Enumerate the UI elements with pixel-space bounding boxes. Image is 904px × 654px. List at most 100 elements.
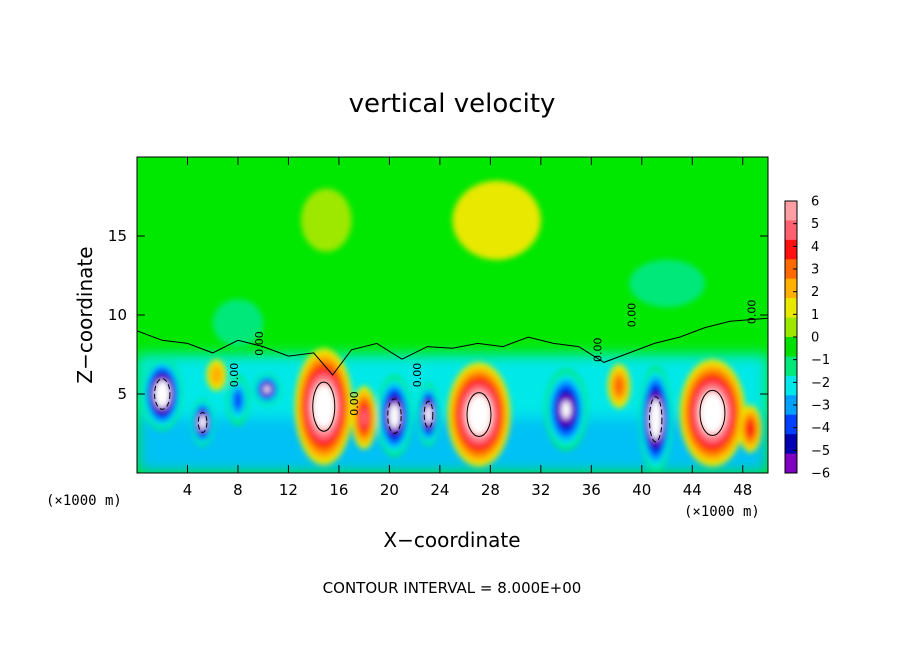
y-tick-label-5: 5 — [117, 385, 127, 403]
x-tick-label-12: 12 — [279, 481, 298, 499]
colorbar-tick-label-8: −2 — [811, 376, 830, 391]
colorbar-swatch-10 — [785, 395, 797, 416]
contour-core-5 — [466, 392, 492, 437]
velocity-cell-level — [318, 396, 329, 417]
y-axis-label: Z−coordinate — [73, 246, 97, 383]
velocity-cell-level — [391, 408, 398, 424]
x-tick-label-44: 44 — [683, 481, 702, 499]
velocity-cell-level — [629, 259, 705, 308]
colorbar-tick-label-11: −5 — [811, 444, 830, 459]
colorbar-swatch-13 — [785, 453, 797, 474]
colorbar-swatch-9 — [785, 375, 797, 396]
velocity-cell-level — [360, 408, 368, 427]
colorbar-swatch-7 — [785, 337, 797, 357]
velocity-cell-1 — [191, 398, 214, 447]
colorbar-tick-label-7: −1 — [811, 353, 830, 368]
x-tick-label-40: 40 — [632, 481, 651, 499]
velocity-cell-level — [210, 365, 223, 385]
x-tick-label-8: 8 — [233, 481, 243, 499]
x-axis-label: X−coordinate — [383, 528, 520, 552]
colorbar-tick-label-5: 1 — [811, 308, 819, 323]
x-tick-label-36: 36 — [582, 481, 601, 499]
velocity-cell-level — [200, 418, 205, 427]
contour-core-2 — [312, 381, 336, 432]
velocity-cell-level — [212, 299, 264, 347]
velocity-cell-level — [158, 387, 166, 401]
x-tick-label-24: 24 — [430, 481, 449, 499]
velocity-cell-18 — [629, 259, 705, 308]
colorbar-swatch-2 — [785, 239, 797, 260]
velocity-cell-level — [614, 376, 625, 396]
velocity-cell-12 — [639, 365, 673, 473]
contour-core-0 — [154, 378, 171, 410]
velocity-cell-17 — [301, 188, 352, 252]
velocity-cell-5 — [294, 348, 353, 466]
colorbar-tick-label-9: −3 — [811, 399, 830, 414]
x-tick-label-28: 28 — [481, 481, 500, 499]
contour-label-5: 0.00 — [625, 303, 638, 328]
velocity-cell-6 — [351, 386, 377, 450]
velocity-cell-16 — [452, 180, 541, 260]
velocity-cell-10 — [544, 368, 588, 451]
colorbar-tick-label-6: 0 — [811, 331, 819, 346]
velocity-cell-level — [652, 410, 659, 429]
colorbar-tick-label-0: 6 — [811, 195, 819, 210]
colorbar-tick-label-3: 3 — [811, 263, 819, 278]
x-ticks: 4 8 12 16 20 24 28 32 36 40 44 48 — [183, 157, 752, 499]
velocity-cell-level — [561, 401, 571, 419]
velocity-cell-level — [301, 188, 352, 252]
velocity-cell-level — [452, 180, 541, 260]
colorbar-swatch-11 — [785, 414, 797, 435]
velocity-cell-11 — [607, 363, 631, 409]
colorbar: 6 5 4 3 2 1 0 −1 −2 −3 −4 −5 −6 — [784, 195, 830, 482]
colorbar-swatch-0 — [785, 201, 797, 221]
velocity-cell-8 — [417, 382, 440, 447]
colorbar-tick-label-12: −6 — [811, 467, 830, 482]
colorbar-swatch-5 — [785, 298, 797, 319]
contour-core-1 — [197, 411, 208, 433]
chart-title: vertical velocity — [349, 89, 556, 119]
colorbar-tick-label-1: 5 — [811, 217, 819, 232]
velocity-cell-level — [473, 405, 485, 424]
contour-label-3: 0.00 — [411, 363, 424, 388]
velocity-cell-level — [746, 420, 755, 438]
contour-core-6 — [648, 396, 663, 443]
velocity-cell-3 — [226, 375, 250, 426]
velocity-cell-7 — [376, 375, 413, 458]
colorbar-swatch-8 — [785, 356, 797, 377]
velocity-cell-0 — [142, 357, 183, 431]
x-unit-left: (×1000 m) — [46, 493, 122, 509]
velocity-cell-9 — [447, 362, 511, 467]
velocity-cell-level — [264, 385, 270, 393]
colorbar-tick-label-4: 2 — [811, 285, 819, 300]
colorbar-tick-label-10: −4 — [811, 421, 830, 436]
x-tick-label-48: 48 — [733, 481, 752, 499]
x-unit-right: (×1000 m) — [684, 504, 760, 520]
contour-core-4 — [423, 400, 434, 429]
x-tick-label-4: 4 — [183, 481, 193, 499]
y-tick-label-15: 15 — [108, 227, 127, 245]
plot-area: 0.00 0.00 0.00 0.00 0.00 0.00 0.00 — [137, 157, 768, 473]
contour-core-3 — [387, 398, 402, 434]
contour-core-7 — [699, 389, 726, 437]
colorbar-swatch-1 — [785, 220, 797, 241]
velocity-cell-level — [426, 408, 431, 421]
y-tick-label-10: 10 — [108, 306, 127, 324]
contour-lines: 0.00 0.00 0.00 0.00 0.00 0.00 0.00 — [137, 300, 768, 443]
velocity-cell-13 — [679, 359, 746, 467]
velocity-cell-2 — [206, 359, 227, 391]
y-ticks: 5 10 15 — [108, 227, 768, 403]
colorbar-swatch-4 — [785, 278, 797, 299]
velocity-cell-level — [707, 404, 718, 422]
colorbar-swatch-12 — [785, 434, 797, 455]
velocity-cell-15 — [212, 299, 264, 347]
contour-zero-line — [137, 317, 768, 376]
colorbar-swatch-3 — [785, 259, 797, 280]
velocity-cell-4 — [253, 373, 281, 406]
velocity-cell-14 — [738, 405, 762, 453]
contour-label-2: 0.00 — [348, 391, 361, 416]
contour-label-0: 0.00 — [228, 363, 241, 388]
x-tick-label-20: 20 — [380, 481, 399, 499]
colorbar-tick-label-2: 4 — [811, 240, 819, 255]
